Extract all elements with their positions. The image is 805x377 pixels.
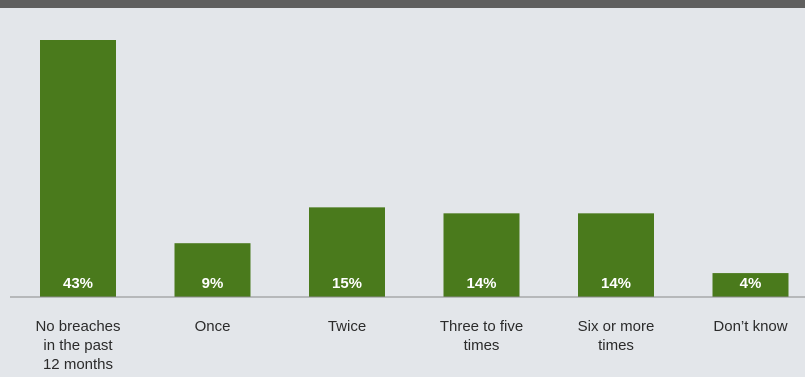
category-labels-group: No breaches in the past 12 months Once Twice…: [35, 318, 787, 373]
bar-5: [712, 273, 789, 297]
bar-value-label-2: 15%: [332, 275, 362, 292]
header-bar: [0, 0, 805, 8]
category-label-2: Twice: [328, 318, 366, 335]
category-label-line: Six or more: [578, 318, 655, 335]
bar-1: [174, 243, 251, 297]
bar-value-label-4: 14%: [601, 275, 631, 292]
category-label-5: Don’t know: [713, 318, 787, 335]
bar-value-label-0: 43%: [63, 275, 93, 292]
category-label-line: Once: [195, 318, 231, 335]
category-label-line: times: [464, 337, 500, 354]
bars-group: 43% 9% 15% 14% 14% 4%: [40, 40, 789, 297]
category-label-line: in the past: [43, 337, 113, 354]
bar-2: [309, 207, 385, 297]
category-label-line: No breaches: [35, 318, 120, 335]
category-label-line: Don’t know: [713, 318, 787, 335]
category-label-4: Six or more times: [578, 318, 655, 354]
category-label-line: Three to five: [440, 318, 523, 335]
category-label-3: Three to five times: [440, 318, 523, 354]
bar-0: [40, 40, 116, 297]
bar-4: [578, 213, 654, 297]
bar-value-label-1: 9%: [202, 275, 224, 292]
category-label-line: times: [598, 337, 634, 354]
category-label-1: Once: [195, 318, 231, 335]
category-label-0: No breaches in the past 12 months: [35, 318, 120, 373]
bar-3: [443, 213, 520, 297]
category-label-line: Twice: [328, 318, 366, 335]
bar-value-label-5: 4%: [740, 275, 762, 292]
category-label-line: 12 months: [43, 356, 113, 373]
bar-value-label-3: 14%: [466, 275, 496, 292]
